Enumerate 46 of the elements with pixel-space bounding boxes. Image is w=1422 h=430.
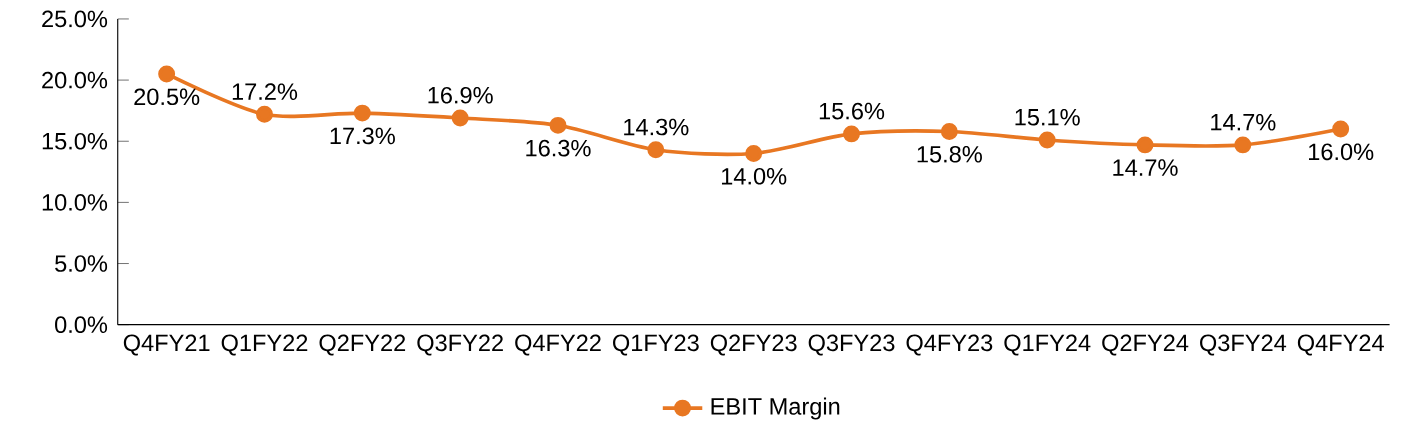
data-label: 16.9%	[428, 86, 493, 104]
legend-label: EBIT Margin	[711, 397, 840, 420]
point	[451, 109, 469, 127]
point	[843, 125, 860, 143]
data-label: 20.5%	[134, 88, 200, 106]
x-tick-label: Q4FY24	[1297, 334, 1384, 356]
x-tick-label: Q2FY23	[710, 334, 797, 356]
y-tick-label: 5.0%	[55, 255, 108, 272]
data-label: 17.2%	[232, 83, 298, 100]
data-label: 14.7%	[1211, 114, 1276, 131]
point	[647, 141, 665, 159]
data-label: 14.3%	[624, 118, 689, 136]
x-tick-label: Q3FY24	[1200, 334, 1287, 356]
data-label: 16.3%	[526, 139, 591, 157]
point	[1136, 136, 1154, 154]
y-tick-label: 15.0%	[42, 132, 108, 150]
point	[745, 145, 763, 163]
y-tick-label: 25.0%	[42, 10, 108, 28]
data-label: 16.0%	[1309, 143, 1374, 161]
point	[940, 123, 958, 141]
point	[549, 116, 567, 134]
x-tick-label: Q2FY22	[319, 334, 406, 356]
data-label: 15.8%	[917, 145, 982, 163]
x-tick-label: Q4FY22	[515, 334, 601, 356]
point	[256, 105, 273, 123]
x-tick-label: Q3FY22	[417, 334, 503, 356]
x-tick-label: Q1FY24	[1004, 334, 1091, 356]
point	[158, 65, 176, 83]
point	[353, 104, 371, 122]
data-label: 14.7%	[1113, 159, 1178, 176]
data-label: 15.1%	[1015, 109, 1080, 126]
point	[1332, 120, 1350, 138]
y-tick-label: 10.0%	[42, 194, 108, 211]
x-tick-label: Q1FY22	[221, 334, 308, 356]
y-tick-label: 0.0%	[55, 316, 108, 334]
x-tick-label: Q4FY21	[123, 334, 210, 356]
x-tick-label: Q2FY24	[1102, 334, 1189, 356]
point	[1038, 131, 1056, 149]
x-tick-label: Q3FY23	[808, 334, 895, 356]
x-tick-label: Q4FY23	[906, 334, 993, 356]
point	[1234, 136, 1252, 154]
data-label: 14.0%	[721, 168, 787, 185]
x-tick-label: Q1FY23	[613, 334, 699, 356]
y-tick-label: 20.0%	[42, 71, 108, 89]
data-label: 15.6%	[819, 102, 885, 120]
data-label: 17.3%	[330, 127, 395, 145]
